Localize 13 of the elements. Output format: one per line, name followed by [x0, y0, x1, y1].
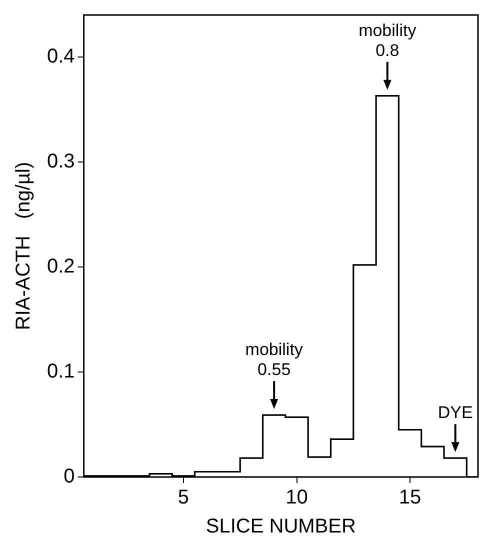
y-tick-label: 0.3 — [46, 150, 75, 173]
x-axis-title: SLICE NUMBER — [206, 516, 356, 538]
y-tick-label: 0 — [64, 466, 75, 488]
annotation: mobility 0.8 — [358, 20, 417, 60]
x-tick-label: 10 — [286, 486, 308, 509]
x-tick-label: 15 — [398, 486, 422, 509]
annotation: DYE — [438, 403, 473, 422]
y-tick-label: 0.4 — [46, 46, 75, 68]
y-tick-label: 0.1 — [46, 360, 75, 383]
y-axis-title: RIA-ACTH (ng/µl) — [12, 162, 35, 330]
y-tick-label: 0.2 — [46, 256, 75, 278]
x-tick-label: 5 — [178, 486, 190, 509]
annotation: mobility 0.55 — [245, 340, 304, 380]
